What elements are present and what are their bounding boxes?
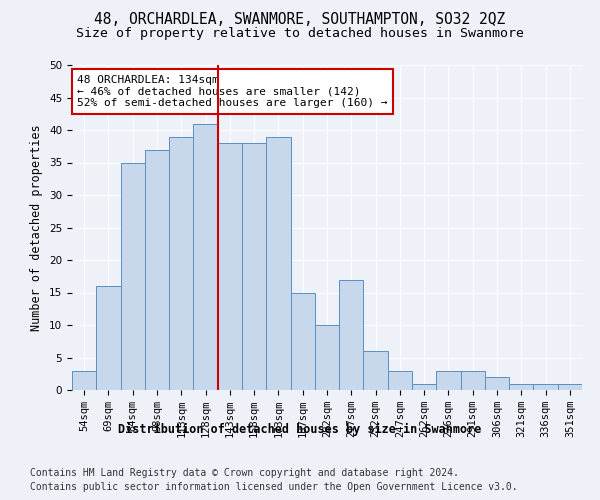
Bar (315, 325, 339, 390)
Bar (242, 143, 266, 390)
Text: Contains public sector information licensed under the Open Government Licence v3: Contains public sector information licen… (30, 482, 518, 492)
Bar (169, 136, 193, 390)
Bar (533, 384, 558, 390)
Bar (436, 370, 461, 390)
Text: Distribution of detached houses by size in Swanmore: Distribution of detached houses by size … (118, 422, 482, 436)
Bar (218, 143, 242, 390)
Text: 48, ORCHARDLEA, SWANMORE, SOUTHAMPTON, SO32 2QZ: 48, ORCHARDLEA, SWANMORE, SOUTHAMPTON, S… (94, 12, 506, 28)
Bar (461, 370, 485, 390)
Bar (145, 150, 169, 390)
Text: Contains HM Land Registry data © Crown copyright and database right 2024.: Contains HM Land Registry data © Crown c… (30, 468, 459, 477)
Bar (388, 370, 412, 390)
Y-axis label: Number of detached properties: Number of detached properties (31, 124, 43, 331)
Bar (266, 136, 290, 390)
Bar (364, 351, 388, 390)
Bar (193, 124, 218, 390)
Bar (558, 384, 582, 390)
Bar (339, 280, 364, 390)
Bar (509, 384, 533, 390)
Text: 48 ORCHARDLEA: 134sqm
← 46% of detached houses are smaller (142)
52% of semi-det: 48 ORCHARDLEA: 134sqm ← 46% of detached … (77, 74, 388, 108)
Bar (485, 377, 509, 390)
Bar (290, 292, 315, 390)
Bar (412, 384, 436, 390)
Text: Size of property relative to detached houses in Swanmore: Size of property relative to detached ho… (76, 28, 524, 40)
Bar (72, 370, 96, 390)
Bar (96, 286, 121, 390)
Bar (121, 162, 145, 390)
